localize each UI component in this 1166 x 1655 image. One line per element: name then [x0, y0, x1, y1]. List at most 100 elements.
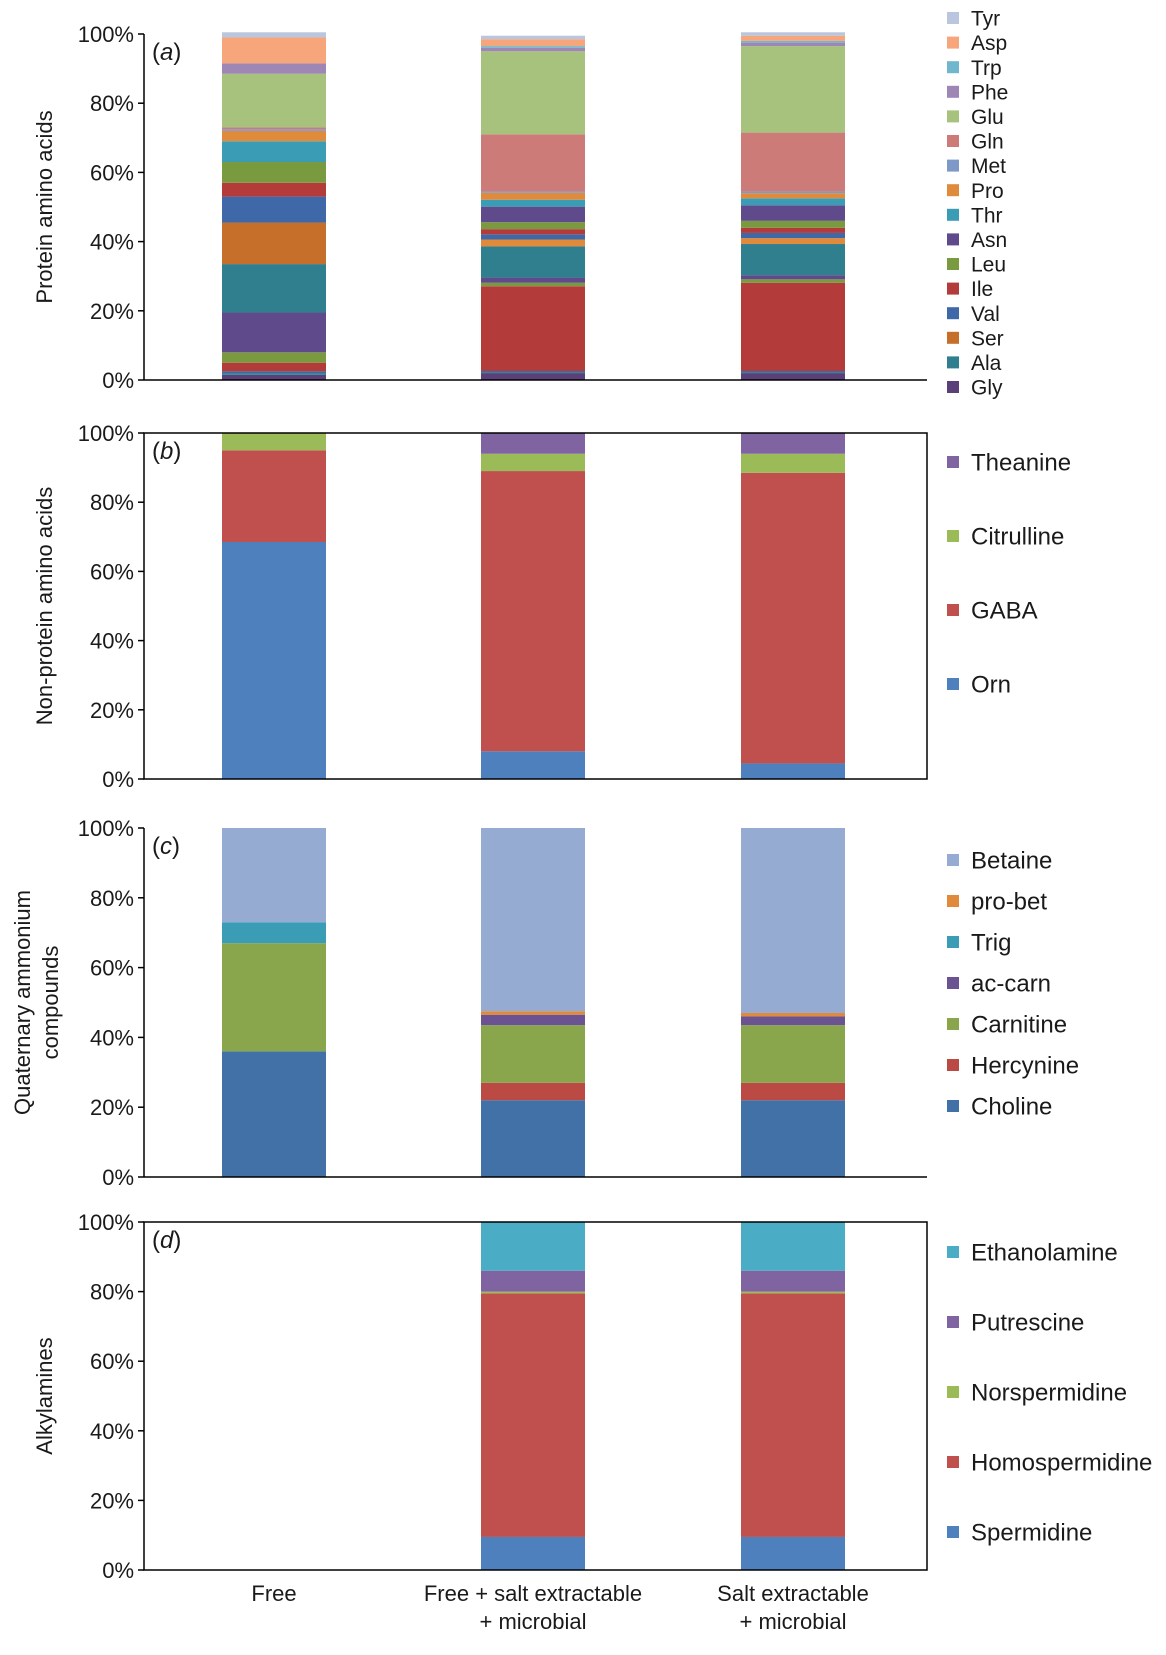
bar-segment-gaba-2: [481, 471, 585, 752]
legend-swatch-ala: [947, 356, 959, 369]
legend-label-tyr: Tyr: [971, 8, 1000, 31]
x-category-label: Salt extractable + microbial: [717, 1581, 869, 1634]
bar-segment-pro-1: [222, 130, 326, 142]
legend-swatch-homospermidine: [947, 1456, 959, 1468]
bar-segment-gln-1: [222, 127, 326, 130]
plot-frame: [143, 432, 928, 780]
legend-label-met: Met: [971, 155, 1006, 178]
legend-label-gly: Gly: [971, 377, 1003, 400]
legend-swatch-gaba: [947, 604, 959, 616]
bar-segment-val-1: [222, 196, 326, 223]
legend-swatch-ethanolamine: [947, 1246, 959, 1258]
bar-segment-ac-carn-2: [481, 1014, 585, 1026]
legend-swatch-theanine: [947, 456, 959, 468]
bar-segment-met-2: [481, 191, 585, 193]
legend-label-glu: Glu: [971, 106, 1004, 129]
y-tick-label: 0%: [102, 1558, 134, 1583]
legend-swatch-gly: [947, 381, 959, 393]
legend-swatch-val: [947, 307, 959, 320]
legend-label-gln: Gln: [971, 131, 1004, 154]
bar-segment-spermidine-3: [741, 1536, 845, 1570]
bar-segment-met-1: [222, 129, 326, 131]
legend-swatch-putrescine: [947, 1316, 959, 1328]
bar-segment-val-1: [222, 371, 326, 374]
legend-swatch-phe: [947, 85, 959, 98]
bar-segment-citrulline-3: [741, 453, 845, 473]
bar-segment-putrescine-3: [741, 1270, 845, 1292]
bar-segment-tyr-1: [222, 32, 326, 38]
legend-label-gaba: GABA: [971, 598, 1038, 625]
bar-segment-leu-1: [222, 352, 326, 363]
bar-segment-asn-1: [222, 312, 326, 353]
y-tick-label: 40%: [90, 1025, 134, 1050]
legend-label-trp: Trp: [971, 57, 1002, 80]
bar-segment-ethanolamine-2: [481, 1222, 585, 1271]
y-axis-label: Protein amino acids: [32, 110, 57, 303]
legend-label-phe: Phe: [971, 81, 1008, 104]
panel-c: 0% 20% 40% 60% 80% 100% (c) Quaternary ammonium…: [10, 816, 1079, 1190]
bar-segment-citrulline-1: [222, 433, 326, 451]
legend-swatch-spermidine: [947, 1526, 959, 1538]
bar-segment-leu-3: [741, 220, 845, 228]
bar-segment-gln-3: [741, 132, 845, 192]
bar-segment-carnitine-2: [481, 1025, 585, 1083]
legend-swatch-citrulline: [947, 530, 959, 542]
legend-label-homospermidine: Homospermidine: [971, 1450, 1152, 1477]
y-tick-label: 80%: [90, 886, 134, 911]
bar-segment-citrulline-2: [481, 453, 585, 472]
bar-segment-asp-2: [481, 39, 585, 47]
legend-swatch-betaine: [947, 854, 959, 866]
legend-label-spermidine: Spermidine: [971, 1520, 1092, 1547]
bar-segment-pro-bet-2: [481, 1011, 585, 1015]
legend-label-ethanolamine: Ethanolamine: [971, 1240, 1118, 1267]
legend-label-leu: Leu: [971, 254, 1006, 277]
bar-segment-betaine-1: [222, 828, 326, 923]
bar-segment-val-3: [741, 232, 845, 239]
bar-segment-ile-3: [741, 282, 845, 372]
y-tick-label: 60%: [90, 160, 134, 185]
bar-segment-betaine-3: [741, 828, 845, 1013]
y-tick-label: 100%: [78, 22, 134, 47]
y-tick-label: 20%: [90, 299, 134, 324]
y-axis-label: Alkylamines: [32, 1337, 57, 1454]
y-tick-label: 40%: [90, 230, 134, 255]
bar-segment-ile-2: [481, 286, 585, 372]
legend-swatch-trp: [947, 61, 959, 74]
bar-segment-tyr-3: [741, 32, 845, 36]
y-tick-label: 80%: [90, 1280, 134, 1305]
bar-segment-choline-2: [481, 1100, 585, 1177]
y-tick-label: 100%: [78, 816, 134, 841]
bar-segment-asp-1: [222, 37, 326, 64]
bar-segment-ala-3: [741, 244, 845, 276]
legend-label-thr: Thr: [971, 204, 1003, 227]
bar-segment-glu-1: [222, 73, 326, 128]
legend-label-pro: Pro: [971, 180, 1004, 203]
bar-segment-homospermidine-2: [481, 1293, 585, 1537]
bar-segment-val-3: [741, 371, 845, 373]
bar-segment-trig-1: [222, 922, 326, 944]
bar-segment-asn-3: [741, 275, 845, 280]
legend-swatch-carnitine: [947, 1018, 959, 1030]
bar-segment-pro-2: [481, 192, 585, 200]
legend: Ethanolamine Putrescine Norspermidine Homos…: [947, 1240, 1152, 1547]
bar-segment-phe-1: [222, 63, 326, 74]
legend-swatch-ile: [947, 282, 959, 295]
bar-segment-gaba-1: [222, 450, 326, 542]
bar-segment-phe-2: [481, 47, 585, 52]
legend-label-ala: Ala: [971, 352, 1002, 375]
bar-segment-ser-1: [222, 222, 326, 265]
bar-segment-asn-2: [481, 206, 585, 223]
y-tick-label: 80%: [90, 91, 134, 116]
bar-segment-theanine-3: [741, 433, 845, 454]
bar-segment-gly-3: [741, 373, 845, 380]
bar-segment-leu-3: [741, 279, 845, 283]
legend-swatch-tyr: [947, 12, 959, 24]
bar-segment-thr-2: [481, 199, 585, 207]
bar-segment-pro-2: [481, 239, 585, 247]
legend-swatch-asn: [947, 233, 959, 246]
legend-label-trig: Trig: [971, 930, 1011, 957]
legend-swatch-trig: [947, 936, 959, 948]
legend: Theanine Citrulline GABA Orn: [947, 450, 1071, 699]
legend-label-asn: Asn: [971, 229, 1007, 252]
legend-label-orn: Orn: [971, 672, 1011, 699]
